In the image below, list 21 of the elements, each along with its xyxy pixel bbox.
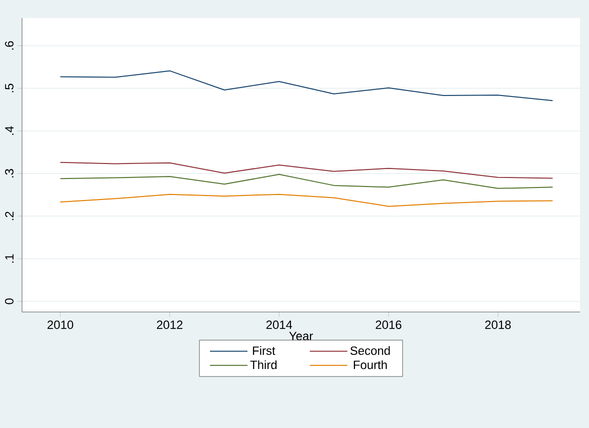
x-tick-label: 2016: [376, 320, 402, 330]
y-tick-label: .2: [5, 212, 14, 220]
x-tick-label: 2018: [485, 320, 511, 330]
x-tick-label: 2014: [266, 320, 292, 330]
x-tick-label: 2012: [156, 320, 182, 330]
y-tick-label: .6: [5, 41, 14, 50]
line-series: [60, 194, 554, 207]
y-tick-label: 0: [5, 298, 14, 304]
y-tick-label: .3: [5, 169, 14, 178]
legend-label: Fourth: [354, 360, 387, 370]
x-axis-title: Year: [289, 332, 313, 340]
line-series: [60, 70, 554, 102]
line-series: [60, 174, 554, 189]
y-tick-label: .5: [5, 84, 14, 92]
legend-label: Third: [250, 360, 277, 370]
x-tick-label: 2010: [48, 320, 74, 330]
legend-label: Second: [350, 346, 390, 355]
y-tick-label: .4: [5, 126, 14, 135]
line-series: [60, 162, 554, 179]
legend-label: First: [252, 346, 276, 355]
y-tick-label: .1: [5, 254, 14, 263]
